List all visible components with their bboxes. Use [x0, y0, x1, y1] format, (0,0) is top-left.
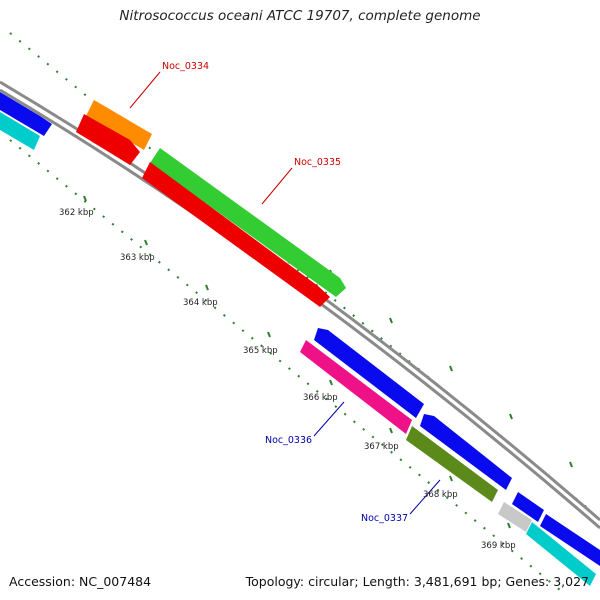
gene-blue-2[interactable] [420, 414, 512, 490]
callout-line-0335 [261, 167, 293, 205]
tick-label: 364 kbp [183, 298, 218, 308]
gene-label-noc-0334[interactable]: Noc_0334 [162, 61, 209, 72]
tick-label: 365 kbp [243, 346, 278, 356]
gene-red-long[interactable] [142, 162, 330, 307]
gene-cyan-right[interactable] [526, 522, 596, 586]
major-ticks [83, 195, 573, 529]
backbone-inner [0, 88, 600, 530]
gene-red-small[interactable] [76, 114, 140, 165]
map-title: Nitrosococcus oceani ATCC 19707, complet… [119, 8, 481, 24]
tick-label: 368 kbp [423, 490, 458, 500]
backbone-outer [0, 80, 600, 522]
callout-line-0336 [313, 401, 345, 437]
gene-green[interactable] [150, 148, 346, 297]
tick-label: 362 kbp [59, 208, 94, 218]
gene-label-noc-0335[interactable]: Noc_0335 [294, 157, 341, 168]
topology-text: Topology: circular; Length: 3,481,691 bp… [245, 574, 589, 589]
tick-label: 367 kbp [364, 442, 399, 452]
gene-label-noc-0336[interactable]: Noc_0336 [265, 435, 312, 446]
gene-blue-3[interactable] [512, 492, 544, 522]
gene-blue-left[interactable] [0, 92, 52, 136]
tick-label: 369 kbp [481, 541, 516, 551]
callout-line-0337 [409, 479, 441, 515]
callout-line-0334 [129, 71, 161, 109]
gene-grey[interactable] [498, 502, 532, 532]
gene-magenta[interactable] [300, 340, 412, 434]
gene-olive[interactable] [406, 426, 498, 502]
gene-blue-4[interactable] [540, 514, 600, 566]
tick-label: 366 kbp [303, 393, 338, 403]
gene-orange[interactable] [86, 100, 152, 150]
gene-blue-1[interactable] [314, 328, 424, 418]
gene-cyan-left[interactable] [0, 112, 40, 150]
gene-label-noc-0337[interactable]: Noc_0337 [361, 513, 408, 524]
tick-label: 363 kbp [120, 253, 155, 263]
accession-text: Accession: NC_007484 [9, 574, 152, 589]
